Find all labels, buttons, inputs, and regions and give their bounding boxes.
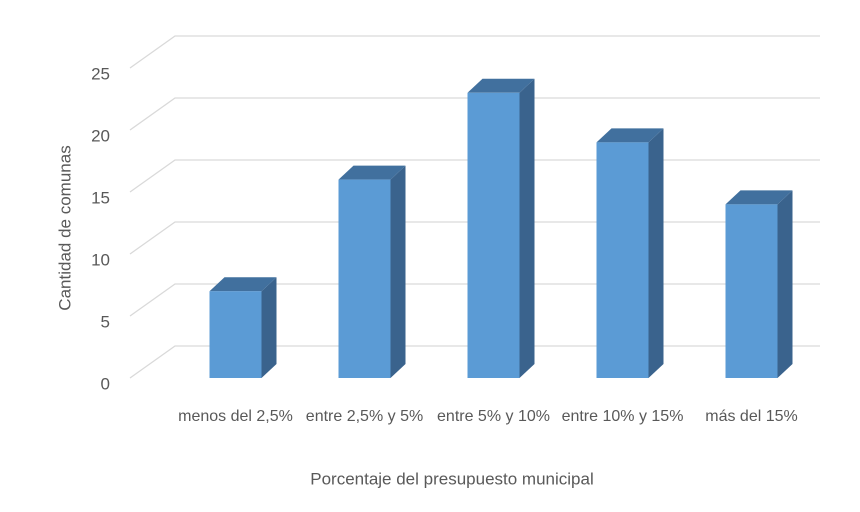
bar: [338, 179, 391, 378]
bar-top: [467, 78, 535, 93]
y-axis-title: Cantidad de comunas: [55, 145, 74, 310]
bar-top: [338, 165, 406, 180]
y-tick-label: 0: [101, 374, 110, 393]
bar-top: [596, 128, 664, 143]
bar-side: [261, 277, 277, 378]
bar-top: [725, 190, 793, 205]
grid-line: [129, 97, 820, 131]
x-tick-label: entre 5% y 10%: [437, 408, 550, 425]
x-axis-title: Porcentaje del presupuesto municipal: [310, 469, 594, 488]
bar: [725, 204, 778, 378]
bar: [467, 92, 520, 379]
bar-top: [209, 277, 277, 292]
grid-line: [129, 35, 820, 69]
x-tick-label: más del 15%: [705, 408, 798, 425]
bar-side: [648, 128, 664, 378]
bar-side: [777, 190, 793, 378]
y-tick-label: 25: [91, 64, 110, 83]
x-tick-label: entre 10% y 15%: [561, 408, 684, 425]
y-tick-label: 10: [91, 250, 110, 269]
y-tick-label: 5: [101, 312, 110, 331]
bar: [596, 142, 649, 378]
bar-side: [519, 78, 535, 379]
y-tick-label: 20: [91, 126, 110, 145]
x-tick-label: entre 2,5% y 5%: [305, 408, 424, 425]
y-tick-label: 15: [91, 188, 110, 207]
x-tick-label: menos del 2,5%: [178, 408, 293, 425]
bar: [209, 291, 262, 378]
bar-side: [390, 165, 406, 378]
